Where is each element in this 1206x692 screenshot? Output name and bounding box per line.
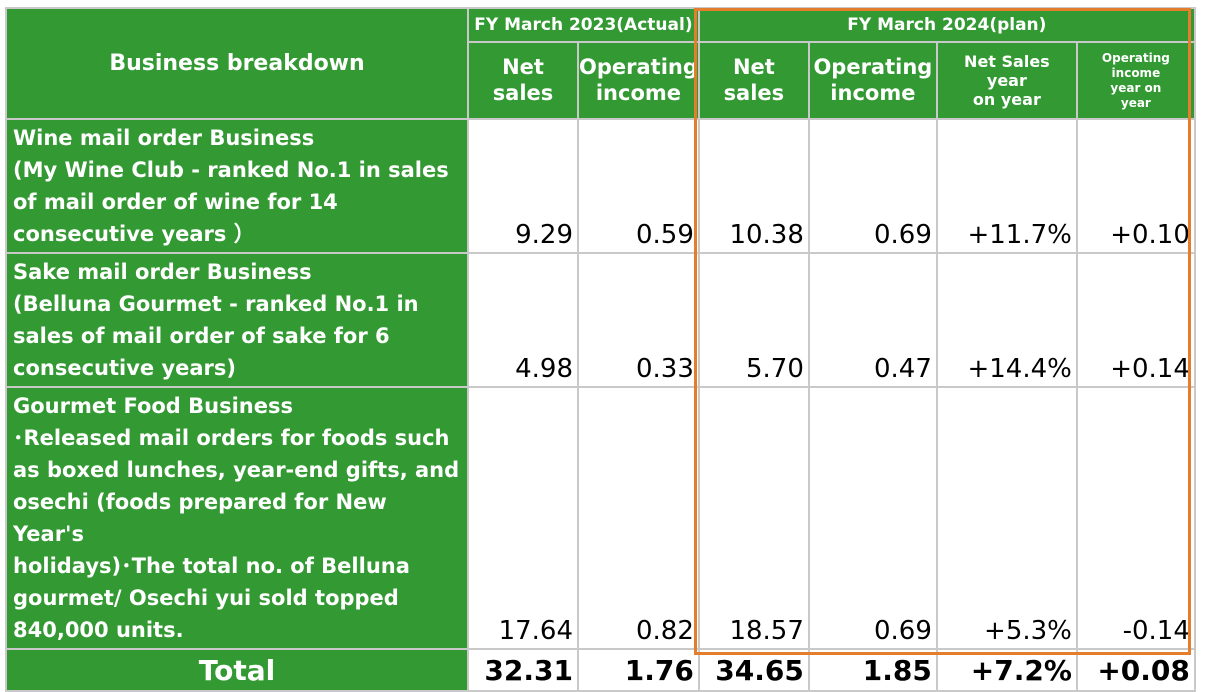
header-op-line1: Operating [579, 55, 698, 80]
header-yoy-line3: on year [972, 90, 1041, 110]
cell-operating-income-2024: 0.47 [807, 252, 938, 388]
header-opyoy-line1: Operating [1101, 50, 1170, 65]
cell-net-sales-2024: 5.70 [697, 252, 810, 388]
cell-net-sales-2023: 9.29 [467, 118, 579, 254]
table-row: Sake mail order Business (Belluna Gourme… [5, 252, 1196, 388]
cell-net-sales-2023: 17.64 [467, 386, 579, 650]
cell-net-sales-yoy: +11.7% [935, 118, 1078, 254]
table-row: Gourmet Food Business ･Released mail ord… [5, 386, 1196, 650]
cell-operating-income-2023: 0.82 [577, 386, 700, 650]
header-fy2023: FY March 2023(Actual) [467, 7, 700, 43]
header-opyoy-line3: year on [1110, 80, 1162, 95]
total-operating-income-2024: 1.85 [807, 648, 938, 692]
desc-line: Sake mail order Business [13, 260, 312, 284]
header-op-line2: income [595, 80, 682, 105]
header-fy2024: FY March 2024(plan) [697, 7, 1196, 43]
total-net-sales-2023: 32.31 [467, 648, 579, 692]
total-operating-income-yoy: +0.08 [1075, 648, 1196, 692]
cell-net-sales-2024: 18.57 [697, 386, 810, 650]
desc-line: Wine mail order Business [13, 126, 315, 150]
header-opyoy-line2: income [1111, 65, 1161, 80]
total-net-sales-2024: 34.65 [697, 648, 810, 692]
table-row: Wine mail order Business (My Wine Club -… [5, 118, 1196, 254]
desc-line: of mail order of wine for 14 [13, 190, 338, 214]
cell-net-sales-2023: 4.98 [467, 252, 579, 388]
desc-line: gourmet/ Osechi yui sold topped [13, 586, 399, 610]
cell-operating-income-2023: 0.33 [577, 252, 700, 388]
row-description: Gourmet Food Business ･Released mail ord… [5, 386, 469, 650]
total-row: Total 32.31 1.76 34.65 1.85 +7.2% +0.08 [5, 648, 1196, 692]
cell-operating-income-2024: 0.69 [807, 386, 938, 650]
cell-operating-income-yoy: +0.14 [1075, 252, 1196, 388]
desc-line: consecutive years ） [13, 222, 255, 246]
cell-operating-income-yoy: -0.14 [1075, 386, 1196, 650]
desc-line: consecutive years) [13, 356, 237, 380]
desc-line: (My Wine Club - ranked No.1 in sales [13, 158, 449, 182]
header-net-sales-2023: Net sales [467, 41, 579, 120]
header-opyoy-line4: year [1120, 95, 1151, 110]
header-op-line1: Operating [813, 55, 933, 80]
header-business-breakdown: Business breakdown [5, 7, 469, 120]
cell-net-sales-yoy: +5.3% [935, 386, 1078, 650]
header-operating-income-yoy: Operating income year on year [1075, 41, 1196, 120]
header-yoy-line1: Net Sales [964, 51, 1050, 71]
cell-operating-income-yoy: +0.10 [1075, 118, 1196, 254]
cell-net-sales-2024: 10.38 [697, 118, 810, 254]
row-description: Sake mail order Business (Belluna Gourme… [5, 252, 469, 388]
header-yoy-line2: year [986, 70, 1027, 90]
desc-line: (Belluna Gourmet - ranked No.1 in [13, 292, 419, 316]
business-breakdown-table: Business breakdown FY March 2023(Actual)… [5, 7, 1196, 692]
cell-operating-income-2023: 0.59 [577, 118, 700, 254]
header-operating-income-2024: Operating income [807, 41, 938, 120]
desc-line: as boxed lunches, year-end gifts, and [13, 458, 460, 482]
business-breakdown-table-wrap: Business breakdown FY March 2023(Actual)… [5, 7, 1196, 692]
cell-net-sales-yoy: +14.4% [935, 252, 1078, 388]
desc-line: sales of mail order of sake for 6 [13, 324, 390, 348]
row-description: Wine mail order Business (My Wine Club -… [5, 118, 469, 254]
cell-operating-income-2024: 0.69 [807, 118, 938, 254]
desc-line: ･Released mail orders for foods such [13, 426, 450, 450]
total-label: Total [5, 648, 469, 692]
header-operating-income-2023: Operating income [577, 41, 700, 120]
desc-line: Gourmet Food Business [13, 394, 293, 418]
header-net-sales-yoy: Net Sales year on year [935, 41, 1078, 120]
total-operating-income-2023: 1.76 [577, 648, 700, 692]
desc-line: 840,000 units. [13, 618, 184, 642]
desc-line: osechi (foods prepared for New Year's [13, 490, 387, 546]
header-op-line2: income [830, 80, 916, 105]
header-net-sales-2024: Net sales [697, 41, 810, 120]
desc-line: holidays)･The total no. of Belluna [13, 554, 410, 578]
total-net-sales-yoy: +7.2% [935, 648, 1078, 692]
